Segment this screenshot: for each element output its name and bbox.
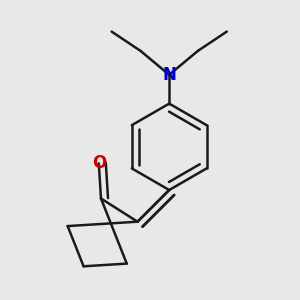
Text: O: O bbox=[92, 154, 106, 172]
Text: N: N bbox=[162, 66, 176, 84]
